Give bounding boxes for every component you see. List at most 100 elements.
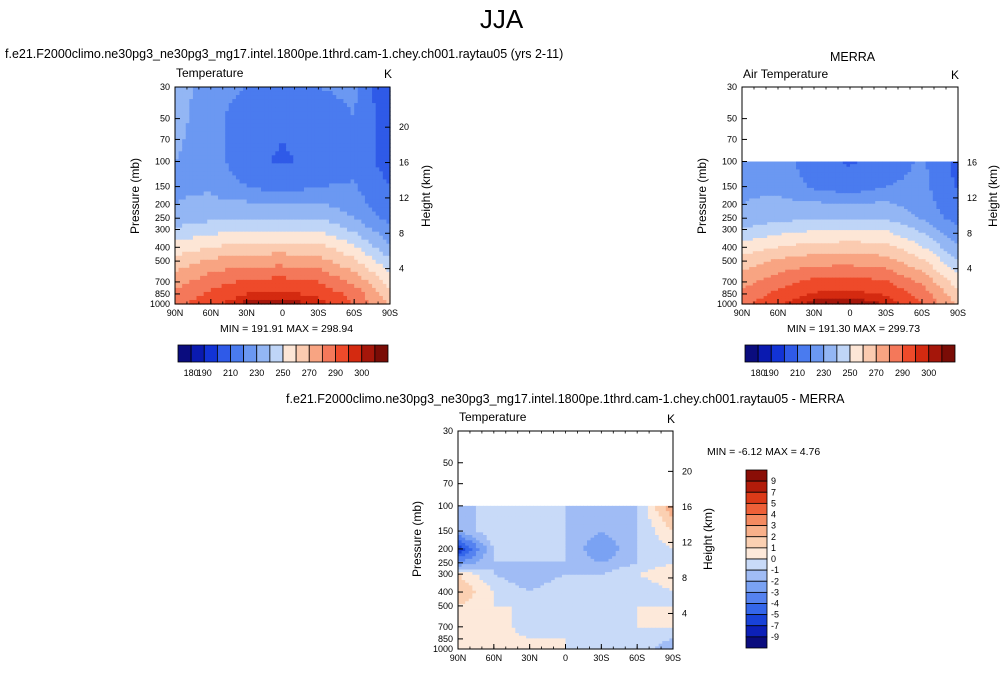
model-cell [189,123,194,128]
model-cell [192,275,198,281]
model-cell [329,223,334,229]
model-cell [368,159,373,164]
merra-cell [792,161,797,165]
model-cell [286,275,291,281]
model-cell [175,203,180,209]
model-cell [314,91,319,96]
model-cell [261,95,266,100]
merra-cell [803,172,808,176]
merra-cell [742,232,747,236]
model-cell [221,283,226,289]
model-cell [314,195,319,201]
model-cell [336,263,341,269]
merra-cell [767,190,772,194]
model-cell [189,259,194,265]
merra-cell [918,185,923,189]
model-cell [185,259,190,265]
model-cell [350,195,355,201]
merra-cell [900,227,905,231]
merra-cell [767,161,772,165]
merra-cell [799,179,804,184]
model-cell [357,183,362,189]
model-cell [196,291,201,297]
merra-cell [817,164,822,168]
model-cell [339,123,345,128]
merra-cell [785,172,790,176]
model-cell [175,123,180,128]
model-cell [357,199,362,205]
model-cell [185,247,190,253]
merra-cell [911,182,916,186]
merra-cell [911,219,916,223]
merra-cell [947,190,952,194]
model-cell [296,111,302,116]
model-cell [218,115,223,120]
model-cell [339,263,345,269]
model-cell [343,139,348,144]
model-cell [275,223,280,229]
merra-cell [932,177,937,181]
model-cell [246,275,251,281]
model-cell [250,183,255,189]
model-cell [357,223,362,229]
model-cell [314,159,319,164]
model-cell [221,219,226,225]
model-cell [368,87,373,92]
model-cell [329,135,334,140]
model-cell [271,179,276,185]
model-cell [382,227,388,233]
merra-cell [824,190,829,194]
model-cell [364,143,370,148]
model-cell [329,147,334,152]
model-cell [271,99,276,104]
model-cell [275,187,280,193]
model-cell [382,175,388,181]
model-cell [185,195,190,201]
model-cell [382,183,388,189]
merra-cell [796,161,801,165]
model-cell [203,119,208,124]
model-cell [386,291,391,297]
model-cell [232,287,237,293]
model-cell [189,291,194,297]
model-cell [235,263,241,269]
model-cell [286,159,291,164]
merra-cell [878,201,883,205]
model-cell [307,259,312,265]
model-cell [225,235,230,241]
model-cell [311,295,316,301]
merra-cell [857,161,862,165]
merra-cell [824,232,829,236]
merra-cell [950,174,955,178]
model-cell [207,179,212,185]
model-cell [189,203,194,209]
merra-cell [763,232,768,236]
model-cell [271,167,276,172]
merra-cell [832,201,837,205]
model-cell [185,243,190,249]
model-cell [221,271,226,277]
merra-cell [860,222,865,226]
merra-cell [878,203,883,207]
model-cell [339,155,345,160]
model-cell [321,191,327,197]
merra-cell [918,211,923,215]
model-cell [325,135,330,140]
merra-cell [925,177,930,181]
model-cell [318,299,323,305]
model-cell [286,203,291,209]
model-cell [386,243,391,249]
merra-cell [781,164,786,168]
model-cell [300,287,305,293]
merra-cell [932,235,937,239]
merra-units-label: K [951,68,960,82]
model-cell [386,167,391,172]
model-cell [343,235,348,241]
model-cell [286,147,291,152]
model-cell [278,275,284,281]
model-cell [268,139,273,144]
model-cell [382,167,388,172]
model-cell [278,255,284,261]
model-cell [246,199,251,205]
merra-cell [896,177,901,181]
